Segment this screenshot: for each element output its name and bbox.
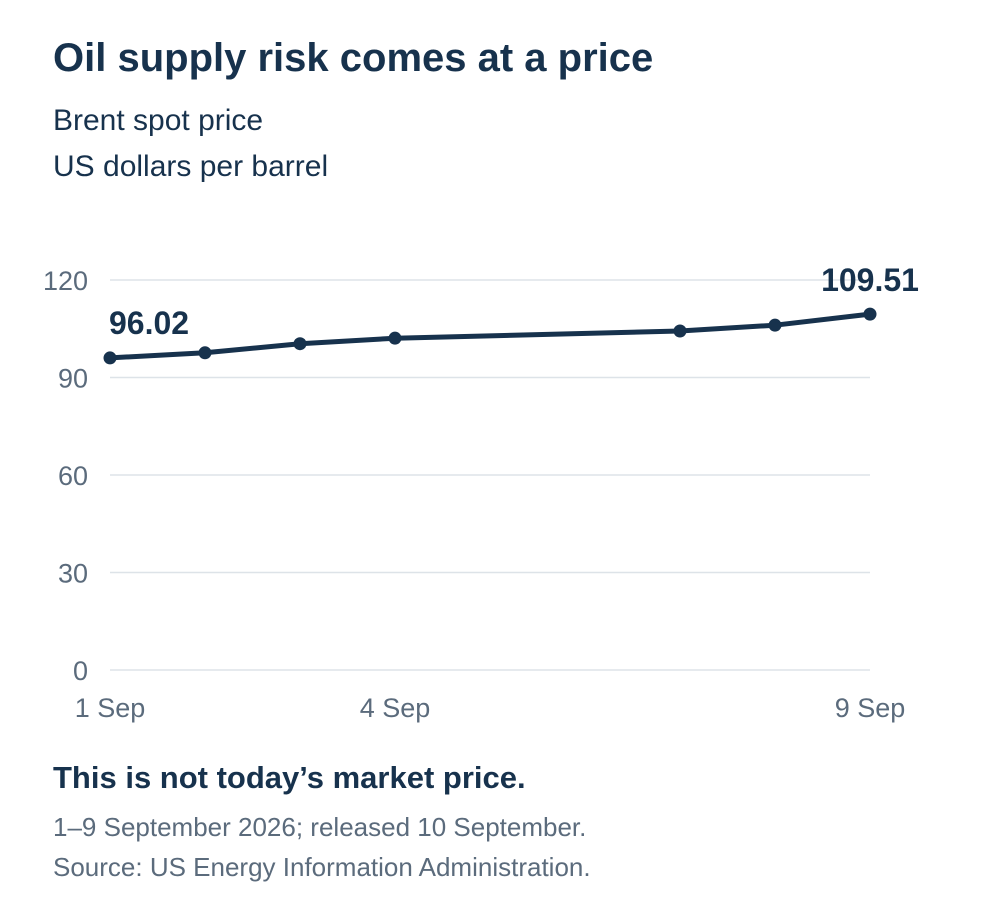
data-point bbox=[198, 346, 212, 360]
y-tick-label: 0 bbox=[73, 656, 88, 686]
data-label: 96.02 bbox=[109, 305, 189, 341]
x-tick-label: 1 Sep bbox=[75, 693, 146, 723]
y-tick-label: 60 bbox=[58, 461, 88, 491]
data-point bbox=[388, 331, 402, 345]
series-line bbox=[107, 311, 873, 361]
data-label: 109.51 bbox=[821, 262, 919, 298]
y-tick-label: 30 bbox=[58, 559, 88, 589]
chart-title: Oil supply risk comes at a price bbox=[53, 36, 654, 80]
date-range-note: 1–9 September 2026; released 10 Septembe… bbox=[53, 812, 587, 842]
data-point bbox=[768, 318, 782, 332]
data-point bbox=[103, 351, 117, 365]
x-tick-label: 9 Sep bbox=[835, 693, 906, 723]
y-tick-label: 120 bbox=[43, 266, 88, 296]
data-point bbox=[293, 337, 307, 351]
disclaimer-note: This is not today’s market price. bbox=[53, 760, 526, 795]
x-tick-label: 4 Sep bbox=[360, 693, 431, 723]
chart-subtitle: Brent spot price bbox=[53, 104, 264, 137]
source-note: Source: US Energy Information Administra… bbox=[53, 852, 591, 882]
data-point bbox=[863, 307, 877, 321]
data-point bbox=[673, 324, 687, 338]
chart-units: US dollars per barrel bbox=[53, 150, 329, 183]
y-tick-label: 90 bbox=[58, 364, 88, 394]
